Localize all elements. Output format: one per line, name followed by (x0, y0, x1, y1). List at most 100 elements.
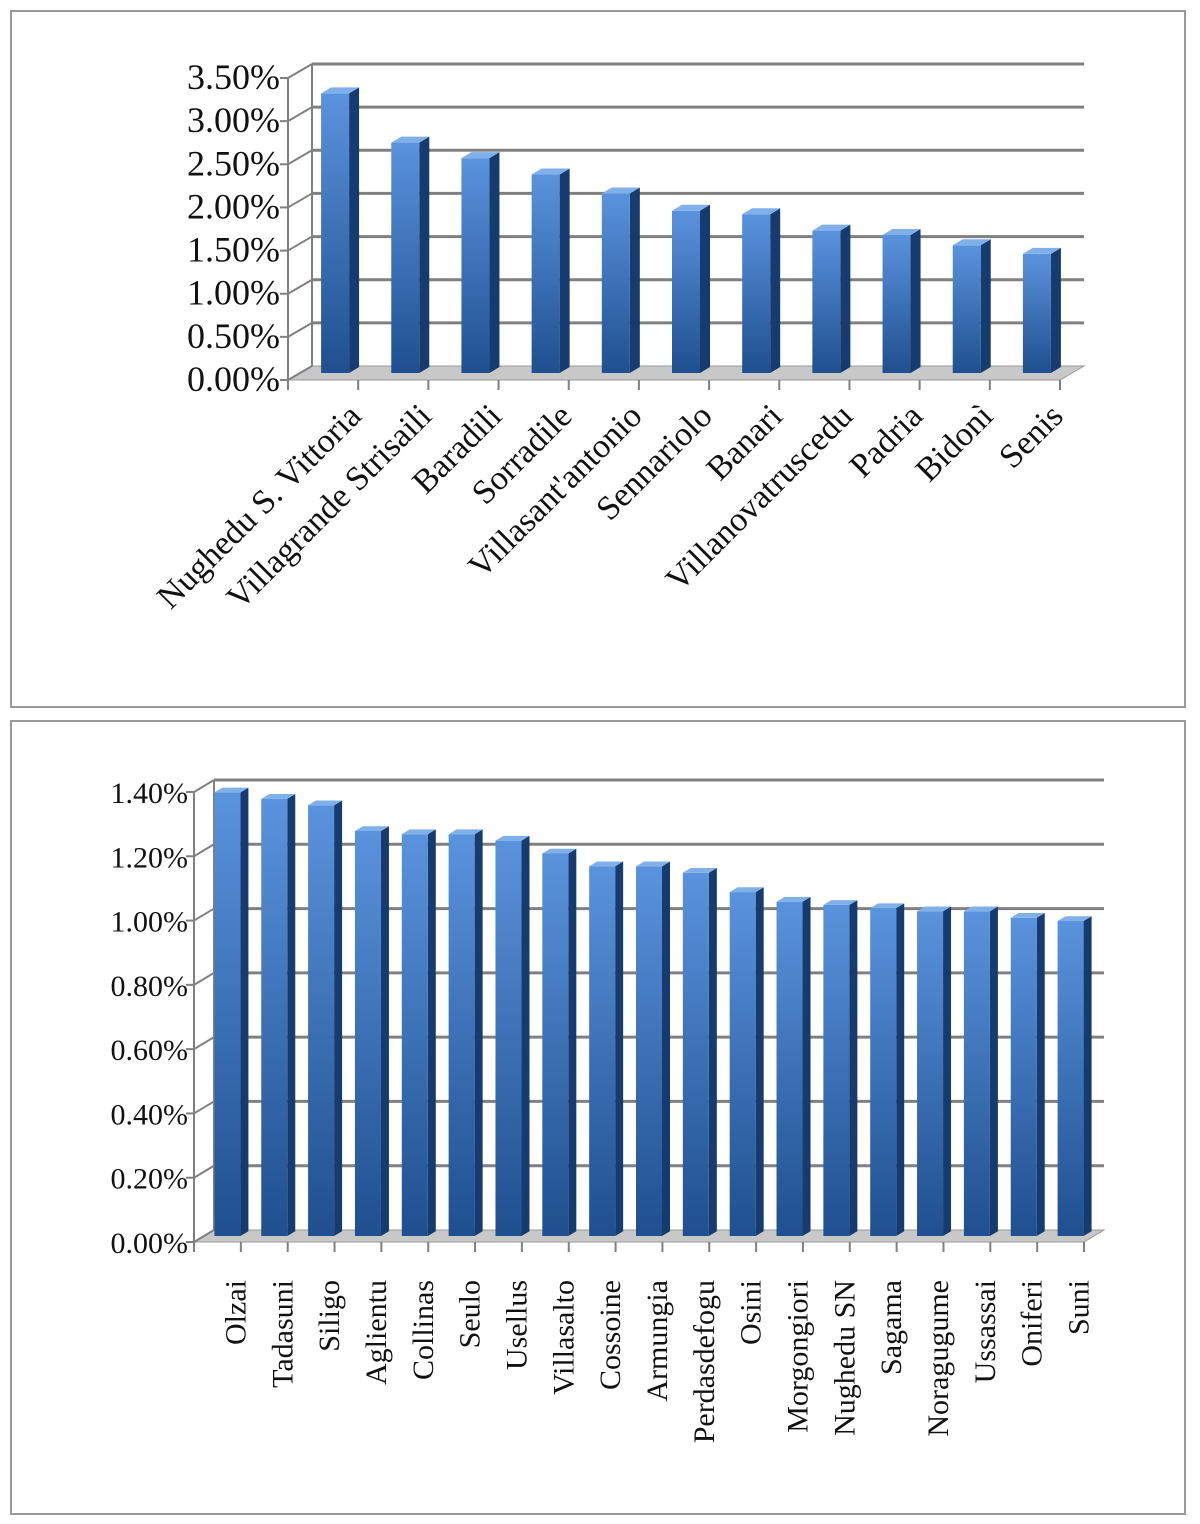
bar (776, 896, 811, 1236)
bar (321, 87, 360, 373)
y-tick-label: 0.80% (111, 970, 189, 1003)
bar-front (531, 174, 560, 373)
bar-front (963, 911, 990, 1236)
bar-front (823, 904, 850, 1236)
bar-top (542, 848, 577, 854)
category-label: Sagama (875, 1280, 908, 1375)
bar-top (672, 204, 710, 211)
bar-top (1022, 247, 1061, 254)
bar-front (448, 834, 475, 1236)
gridline-depth (287, 235, 313, 252)
bar (636, 861, 670, 1236)
bar-top (321, 87, 360, 94)
bar-side (629, 187, 640, 373)
bar-side (708, 867, 717, 1236)
bar-top (461, 152, 500, 159)
bar-top (812, 224, 851, 231)
bar-front (952, 245, 981, 373)
bar (261, 794, 296, 1236)
bar (882, 228, 921, 373)
bar (1010, 912, 1045, 1236)
y-tick-label: 0.00% (187, 359, 280, 399)
bar-front (636, 866, 662, 1236)
category-label: Armungia (641, 1280, 674, 1402)
bar-side (334, 800, 343, 1236)
bar-front (542, 853, 569, 1236)
gridline-depth (287, 106, 313, 123)
gridline-depth (287, 149, 313, 166)
bar-front (321, 93, 350, 373)
category-label: Nughedu SN (828, 1280, 861, 1436)
gridline-depth (287, 278, 313, 295)
y-tick-label: 0.00% (111, 1227, 189, 1260)
bar-side (840, 224, 851, 373)
gridline-depth (287, 192, 313, 209)
bar-side (489, 152, 500, 373)
bar-side (349, 87, 360, 373)
bar-front (776, 901, 803, 1236)
gridline-depth (193, 1164, 215, 1179)
bar-chart-bottom: 0.00% 0.20% 0.40% 0.60% 0.80% 1.00% 1.20% 1.40%… (111, 777, 1106, 1443)
bar-top (531, 168, 570, 175)
chart-panel-top: 0.00% 0.50% 1.00% 1.50% 2.00% 2.50% 3.00% 3.50%… (10, 10, 1186, 708)
bar-side (559, 168, 570, 373)
bar (448, 829, 483, 1236)
bar-top (261, 794, 296, 799)
bar-chart-top: 0.00%0.50%1.00%1.50%2.00%2.50%3.00%3.50%… (150, 57, 1086, 617)
bar-top (882, 228, 921, 235)
bar-top (308, 800, 343, 806)
bar (601, 187, 640, 373)
bar-front (870, 908, 897, 1236)
bar (495, 835, 530, 1236)
bar-side (755, 887, 764, 1236)
bar-front (742, 214, 771, 373)
bar-side (700, 204, 710, 373)
bar (963, 906, 998, 1236)
gridline-depth (193, 1229, 215, 1243)
y-tick-label: 1.50% (187, 230, 280, 270)
bar-side (662, 861, 670, 1236)
bar-side (521, 835, 530, 1236)
bar-top (729, 887, 764, 893)
category-label: Senis (992, 397, 1070, 475)
y-tick-label: 2.50% (187, 143, 280, 183)
bar-top (495, 835, 530, 841)
category-label: Bidonì (909, 397, 1001, 489)
bar-side (1036, 912, 1045, 1236)
category-label: Olzai (219, 1280, 252, 1345)
gridline-depth (287, 321, 313, 338)
bar (531, 168, 570, 373)
category-label: Seulo (454, 1280, 487, 1348)
bar-top (963, 906, 998, 912)
bar-front (1022, 253, 1051, 373)
category-label: Usellus (500, 1280, 533, 1370)
bar-front (1057, 921, 1084, 1236)
y-tick-label: 3.50% (187, 57, 280, 97)
bar (214, 787, 249, 1236)
bar-top (214, 787, 249, 793)
bar (823, 900, 858, 1236)
bar-side (1050, 247, 1061, 373)
bar-front (401, 834, 428, 1236)
gridline-depth (193, 1100, 215, 1115)
bar (401, 829, 436, 1236)
bar-top (742, 208, 781, 215)
chart-panel-bottom: 0.00% 0.20% 0.40% 0.60% 0.80% 1.00% 1.20% 1.40%… (10, 720, 1186, 1515)
bar (461, 152, 500, 373)
bar-side (770, 208, 781, 373)
bar-front (495, 840, 522, 1236)
y-tick-label: 1.40% (111, 777, 189, 810)
y-tick-label: 1.00% (111, 906, 189, 939)
bar-top (1010, 912, 1045, 918)
bar-front (308, 805, 335, 1236)
bar-top (870, 903, 905, 909)
category-label: Morgongiori (782, 1280, 815, 1433)
bar-top (1057, 916, 1092, 921)
bar-side (802, 896, 811, 1236)
bar (308, 800, 343, 1236)
bar-front (729, 892, 756, 1236)
bar-side (943, 906, 952, 1236)
category-label: Cossoine (594, 1280, 627, 1390)
gridline-depth (193, 907, 215, 922)
bar (589, 861, 624, 1236)
